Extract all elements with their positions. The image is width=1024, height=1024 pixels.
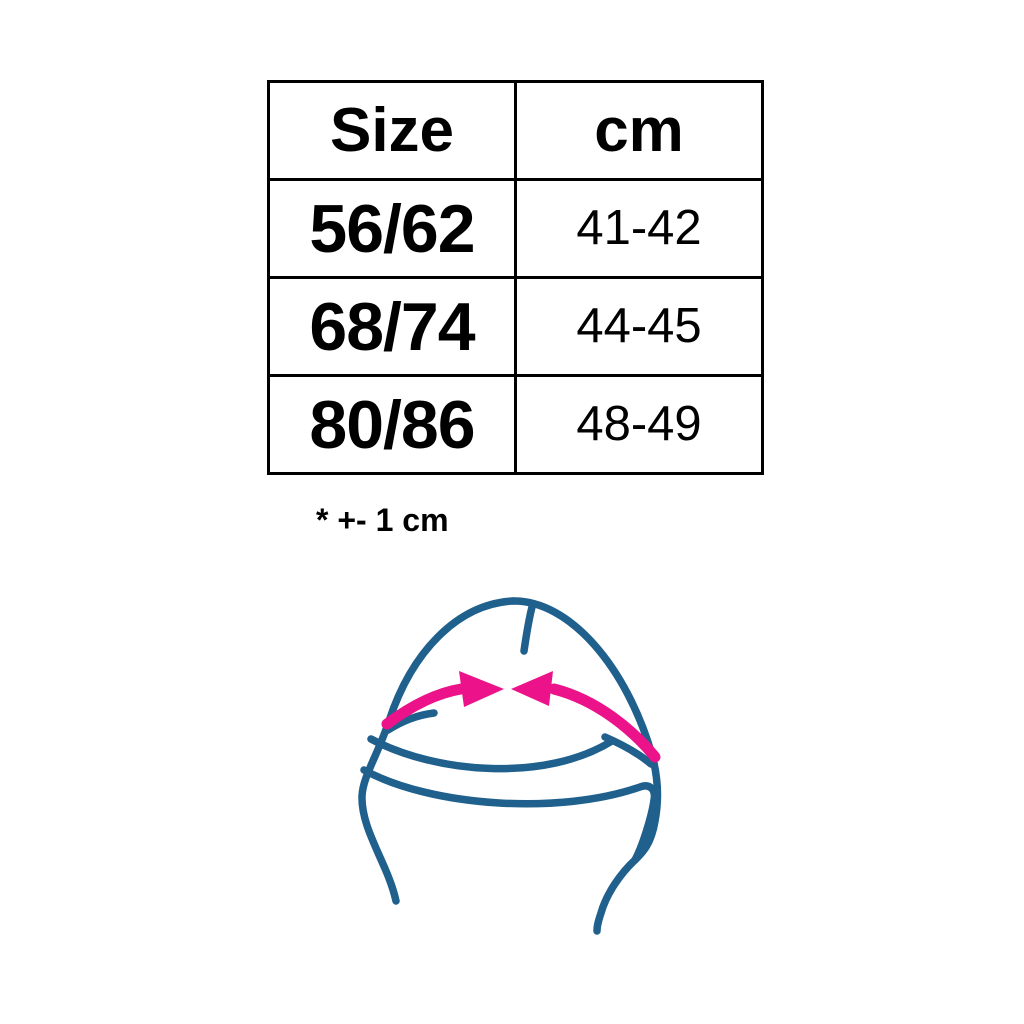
size-column-header: Size — [267, 80, 517, 181]
size-value: 56/62 — [267, 178, 517, 279]
hat-crown-right-edge-and-right-tie — [509, 597, 662, 935]
cm-column-header: cm — [514, 80, 764, 181]
table-row: 56/62 41-42 — [267, 178, 764, 279]
measure-arrow-left-shaft — [381, 683, 467, 730]
measure-arrowhead-right-icon — [511, 671, 553, 706]
cm-value: 41-42 — [514, 178, 764, 279]
size-table-header-row: Size cm — [267, 80, 764, 181]
hat-band-accent-left — [384, 709, 438, 734]
hat-band-top-edge — [367, 735, 616, 773]
table-row: 68/74 44-45 — [267, 276, 764, 377]
hat-outline-lines — [358, 597, 662, 935]
size-value: 68/74 — [267, 276, 517, 377]
measure-arrowhead-left-icon — [459, 671, 504, 707]
cm-value: 48-49 — [514, 374, 764, 475]
table-row: 80/86 48-49 — [267, 374, 764, 475]
size-table: Size cm 56/62 41-42 68/74 44-45 80/86 48… — [267, 80, 764, 475]
circumference-measure-arrows — [381, 671, 661, 763]
measure-arrow-right-shaft — [548, 683, 661, 763]
tolerance-note: * +- 1 cm — [316, 502, 449, 538]
cm-value: 44-45 — [514, 276, 764, 377]
hat-crown-left-edge-and-left-tie — [358, 597, 517, 905]
size-value: 80/86 — [267, 374, 517, 475]
hat-band-bottom-edge — [360, 766, 659, 864]
baby-hat-illustration — [358, 597, 662, 935]
hat-band-accent-right — [601, 733, 655, 768]
hat-crown-seam — [520, 603, 536, 655]
